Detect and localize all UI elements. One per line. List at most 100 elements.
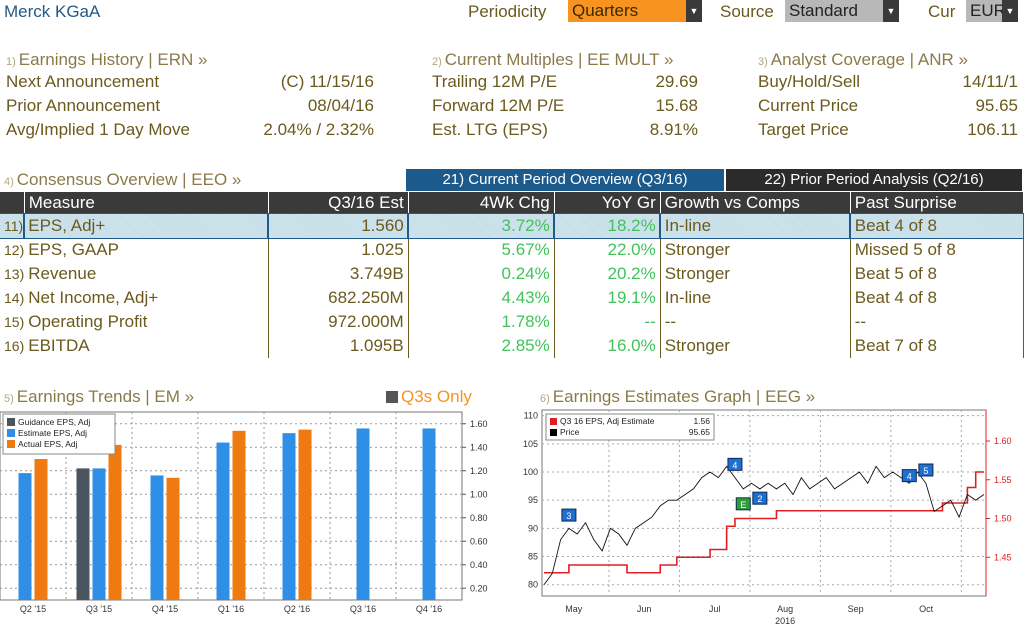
- chg-cell: 1.78%: [408, 310, 555, 334]
- marker-box: [561, 508, 577, 522]
- x-tick-label: Aug: [777, 604, 793, 614]
- earnings-estimates-svg: 80 85 90 95 100 105 110 1.45 1.50 1.55 1.60 May Jun J…: [523, 409, 1012, 626]
- x-tick-label: Sep: [848, 604, 864, 614]
- legend-swatch: [550, 418, 557, 425]
- checkbox-icon[interactable]: [386, 391, 398, 403]
- marker-label: 2: [757, 494, 762, 504]
- analyst-coverage-title[interactable]: 3) Analyst Coverage | ANR »: [758, 50, 968, 69]
- legend-label: Q3 16 EPS, Adj Estimate: [560, 416, 655, 426]
- left-tick-label: 85: [528, 552, 538, 562]
- legend-swatch: [7, 440, 15, 448]
- bar-estimate-eps-adj: [356, 428, 370, 600]
- ltg-row: Est. LTG (EPS) 8.91%: [432, 120, 698, 139]
- legend-swatch: [7, 418, 15, 426]
- bar-estimate-eps-adj: [282, 433, 296, 600]
- table-row[interactable]: 14) Net Income, Adj+ 682.250M 4.43% 19.1…: [0, 286, 1024, 310]
- currency-value: EUR: [966, 0, 1006, 22]
- earnings-trends-title[interactable]: 5) Earnings Trends | EM »: [4, 387, 195, 406]
- tab-prior-period[interactable]: 22) Prior Period Analysis (Q2/16): [726, 169, 1022, 191]
- est-cell: 1.560: [267, 213, 410, 239]
- marker-box: [901, 469, 917, 483]
- est-cell: 682.250M: [268, 286, 409, 310]
- column-header-surprise[interactable]: Past Surprise: [850, 192, 1024, 214]
- table-row[interactable]: 13) Revenue 3.749B 0.24% 20.2% Stronger …: [0, 262, 1024, 286]
- legend-box: [545, 413, 715, 441]
- yoy-cell: 18.2%: [553, 213, 662, 239]
- y-tick-label: 0.60: [470, 536, 488, 546]
- table-row[interactable]: 16) EBITDA 1.095B 2.85% 16.0% Stronger B…: [0, 334, 1024, 358]
- event-marker[interactable]: 4: [901, 469, 917, 483]
- forward-pe-row: Forward 12M P/E 15.68: [432, 96, 698, 115]
- tab-current-period[interactable]: 21) Current Period Overview (Q3/16): [406, 169, 724, 191]
- right-tick-label: 1.50: [994, 514, 1012, 524]
- row-id: 13): [4, 266, 25, 282]
- measure-cell: Operating Profit: [24, 310, 269, 334]
- legend-value: 1.56: [693, 416, 710, 426]
- event-marker[interactable]: E: [735, 497, 751, 511]
- bar-actual-eps-adj: [232, 430, 246, 600]
- source-dropdown[interactable]: Standard ▼: [785, 0, 899, 22]
- chg-cell: 0.24%: [408, 262, 555, 286]
- yoy-cell: 20.2%: [554, 262, 661, 286]
- bar-estimate-eps-adj: [92, 468, 106, 600]
- earnings-estimates-title[interactable]: 6) Earnings Estimates Graph | EEG »: [540, 387, 816, 406]
- periodicity-value: Quarters: [568, 0, 686, 22]
- event-marker[interactable]: 5: [918, 463, 934, 477]
- surprise-cell: Missed 5 of 8: [850, 238, 1024, 262]
- trailing-pe-row: Trailing 12M P/E 29.69: [432, 72, 698, 91]
- est-cell: 1.025: [268, 238, 409, 262]
- bar-actual-eps-adj: [166, 477, 180, 600]
- marker-label: 4: [907, 472, 912, 482]
- surprise-cell: --: [850, 310, 1024, 334]
- right-tick-label: 1.45: [994, 552, 1012, 562]
- legend-label: Actual EPS, Adj: [18, 439, 78, 449]
- company-name[interactable]: Merck KGaA: [4, 2, 101, 21]
- chevron-down-icon[interactable]: ▼: [1002, 0, 1018, 22]
- y-tick-label: 1.40: [470, 442, 488, 452]
- column-header-comps[interactable]: Growth vs Comps: [660, 192, 851, 214]
- yoy-cell: 22.0%: [554, 238, 661, 262]
- table-header-row: Measure Q3/16 Est 4Wk Chg YoY Gr Growth …: [0, 192, 1024, 214]
- x-tick-label: Q1 '16: [218, 604, 244, 614]
- event-marker[interactable]: 3: [561, 508, 577, 522]
- table-row[interactable]: 11) EPS, Adj+ 1.560 3.72% 18.2% In-line …: [0, 213, 1024, 239]
- y-tick-label: 1.00: [470, 489, 488, 499]
- analyst-coverage-section: 3) Analyst Coverage | ANR » Buy/Hold/Sell…: [758, 50, 1018, 142]
- periodicity-dropdown[interactable]: Quarters ▼: [568, 0, 702, 22]
- table-row[interactable]: 12) EPS, GAAP 1.025 5.67% 22.0% Stronger…: [0, 238, 1024, 262]
- current-multiples-title[interactable]: 2) Current Multiples | EE MULT »: [432, 50, 674, 69]
- row-id: 16): [4, 338, 25, 354]
- currency-label: Cur: [928, 2, 956, 21]
- x-tick-label: Oct: [919, 604, 934, 614]
- x-tick-label: Q4 '16: [416, 604, 442, 614]
- q3s-only-toggle[interactable]: Q3s Only: [386, 387, 472, 407]
- est-cell: 972.000M: [268, 310, 409, 334]
- earnings-history-title[interactable]: 1) Earnings History | ERN »: [6, 50, 208, 69]
- column-header-yoy[interactable]: YoY Gr: [554, 192, 661, 214]
- buy-hold-sell-row: Buy/Hold/Sell 14/11/1: [758, 72, 1018, 91]
- event-marker[interactable]: 2: [752, 491, 768, 505]
- legend-box: [2, 413, 116, 455]
- row-id: 14): [4, 290, 25, 306]
- table-row[interactable]: 15) Operating Profit 972.000M 1.78% -- -…: [0, 310, 1024, 334]
- row-id: 12): [4, 242, 25, 258]
- column-header-measure[interactable]: Measure: [24, 192, 269, 214]
- event-marker[interactable]: 4: [727, 457, 743, 471]
- chevron-down-icon[interactable]: ▼: [883, 0, 899, 22]
- column-header-chg[interactable]: 4Wk Chg: [408, 192, 555, 214]
- y-tick-label: 0.80: [470, 513, 488, 523]
- left-tick-label: 100: [523, 467, 538, 477]
- y-tick-label: 0.20: [470, 583, 488, 593]
- measure-cell: Net Income, Adj+: [24, 286, 269, 310]
- right-tick-label: 1.60: [994, 436, 1012, 446]
- bar-guidance-eps-adj: [76, 468, 90, 600]
- chevron-down-icon[interactable]: ▼: [686, 0, 702, 22]
- column-header-est[interactable]: Q3/16 Est: [268, 192, 409, 214]
- legend-swatch: [550, 429, 557, 436]
- consensus-title[interactable]: 4) Consensus Overview | EEO »: [4, 170, 242, 189]
- chg-cell: 5.67%: [408, 238, 555, 262]
- currency-dropdown[interactable]: EUR ▼: [966, 0, 1018, 22]
- left-tick-label: 80: [528, 580, 538, 590]
- chart-legend: Q3 16 EPS, Adj Estimate 1.56 Price 95.65: [545, 413, 715, 441]
